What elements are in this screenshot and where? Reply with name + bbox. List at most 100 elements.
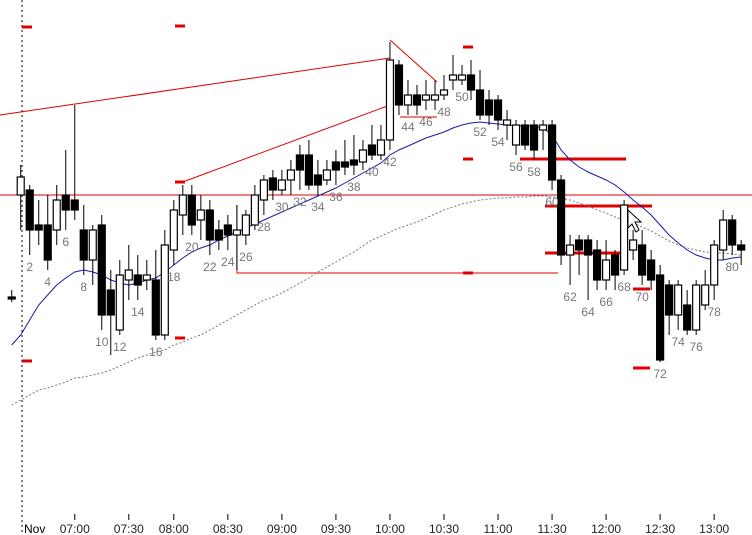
candle-body xyxy=(133,274,142,286)
candle-body xyxy=(295,154,304,171)
candle-body xyxy=(232,229,241,236)
candle-body xyxy=(7,296,16,300)
candle-body xyxy=(574,239,584,251)
candle-body xyxy=(142,274,151,281)
candle-body xyxy=(214,229,223,241)
candle-body xyxy=(520,124,530,146)
candle-body xyxy=(34,224,43,231)
date-label: Nov xyxy=(24,522,45,535)
candle-body xyxy=(187,194,196,226)
candle-body xyxy=(106,289,115,316)
bar-number: 60 xyxy=(545,195,559,209)
candle-body xyxy=(511,124,521,146)
candle-body xyxy=(719,219,728,251)
candle-body xyxy=(16,176,25,196)
candle-body xyxy=(205,209,214,241)
trend-line xyxy=(389,39,438,83)
candle-body xyxy=(124,269,133,281)
candle-body xyxy=(728,219,737,246)
bar-number: 68 xyxy=(617,280,631,294)
candle-body xyxy=(223,224,232,236)
candle-body xyxy=(367,144,377,156)
candle-body xyxy=(70,199,79,211)
candle-body xyxy=(286,169,295,181)
x-tick-label: 07:30 xyxy=(114,522,144,535)
candle-body xyxy=(88,229,97,261)
bar-number: 30 xyxy=(275,200,289,214)
x-tick-label: 12:00 xyxy=(591,522,621,535)
candle-body xyxy=(674,284,683,316)
bar-number: 26 xyxy=(239,250,253,264)
candle-body xyxy=(448,74,458,81)
bar-number: 24 xyxy=(221,255,235,269)
candle-body xyxy=(583,239,593,256)
x-tick-label: 11:30 xyxy=(537,522,566,535)
candle-body xyxy=(196,209,205,221)
bar-number: 66 xyxy=(599,295,613,309)
bar-number: 58 xyxy=(527,165,541,179)
bar-number: 46 xyxy=(419,115,433,129)
bar-number: 40 xyxy=(365,165,379,179)
bar-number: 54 xyxy=(491,135,505,149)
bar-number: 8 xyxy=(80,280,87,294)
bar-number: 56 xyxy=(509,160,523,174)
bar-number: 36 xyxy=(329,190,343,204)
candle-body xyxy=(259,179,268,201)
candle-body xyxy=(376,139,386,156)
candle-body xyxy=(737,244,746,251)
x-tick-label: 09:00 xyxy=(267,522,297,535)
candle-body xyxy=(268,177,277,191)
bar-number: 28 xyxy=(257,220,271,234)
bar-number: 34 xyxy=(311,200,325,214)
level-marks xyxy=(22,24,652,370)
candle-body xyxy=(710,244,719,286)
candle-body xyxy=(43,224,52,261)
candle-body xyxy=(665,284,674,316)
bar-number: 78 xyxy=(707,305,721,319)
candle-body xyxy=(412,94,422,106)
candle-body xyxy=(602,259,611,281)
bar-number: 76 xyxy=(689,340,703,354)
bar-number: 80 xyxy=(726,260,740,274)
candle-body xyxy=(385,59,395,141)
candle-body xyxy=(701,284,710,306)
candle-body xyxy=(692,284,701,331)
candle-body xyxy=(565,244,575,256)
candle-body xyxy=(592,249,602,281)
candle-body xyxy=(430,94,440,101)
candle-body xyxy=(611,254,620,276)
x-tick-label: 08:00 xyxy=(159,522,189,535)
cursor xyxy=(627,208,643,233)
candle-body xyxy=(547,124,557,181)
bar-number: 72 xyxy=(653,367,667,381)
x-tick-label: 09:30 xyxy=(321,522,351,535)
candle-body xyxy=(620,204,629,271)
candle-body xyxy=(457,74,467,81)
candle-body xyxy=(322,169,332,181)
x-tick-label: 11:00 xyxy=(483,522,512,535)
candle-body xyxy=(241,214,250,236)
candle-body xyxy=(484,99,494,116)
bar-number: 32 xyxy=(293,195,307,209)
candle-body xyxy=(277,179,286,191)
bar-number: 48 xyxy=(437,105,451,119)
bar-number: 74 xyxy=(671,335,685,349)
candle-body xyxy=(160,244,169,336)
x-tick-label: 12:30 xyxy=(645,522,675,535)
bar-number: 16 xyxy=(149,345,163,359)
x-tick-label: 10:00 xyxy=(375,522,405,535)
x-tick-label: 07:00 xyxy=(60,522,90,535)
candle-body xyxy=(647,259,656,281)
bar-number: 4 xyxy=(44,275,51,289)
candle-body xyxy=(538,124,548,131)
candle-body xyxy=(629,239,638,251)
bar-number: 10 xyxy=(95,335,109,349)
x-tick-label: 13:00 xyxy=(699,522,729,535)
bar-number: 14 xyxy=(131,305,145,319)
bar-number: 42 xyxy=(383,155,397,169)
bar-number: 2 xyxy=(26,260,33,274)
candle-body xyxy=(61,194,70,211)
candle-body xyxy=(421,94,431,101)
